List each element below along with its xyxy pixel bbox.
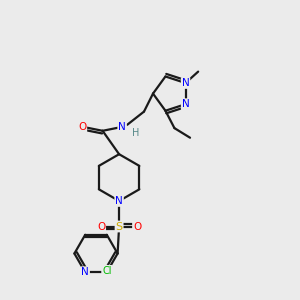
Text: Cl: Cl [102, 266, 112, 276]
Text: N: N [182, 78, 189, 88]
Text: O: O [133, 221, 141, 232]
Text: N: N [182, 99, 189, 109]
Text: S: S [116, 221, 123, 232]
Text: N: N [118, 122, 126, 132]
Text: N: N [81, 267, 89, 277]
Text: H: H [132, 128, 139, 138]
Text: N: N [115, 196, 123, 206]
Text: O: O [78, 122, 86, 132]
Text: O: O [97, 221, 105, 232]
